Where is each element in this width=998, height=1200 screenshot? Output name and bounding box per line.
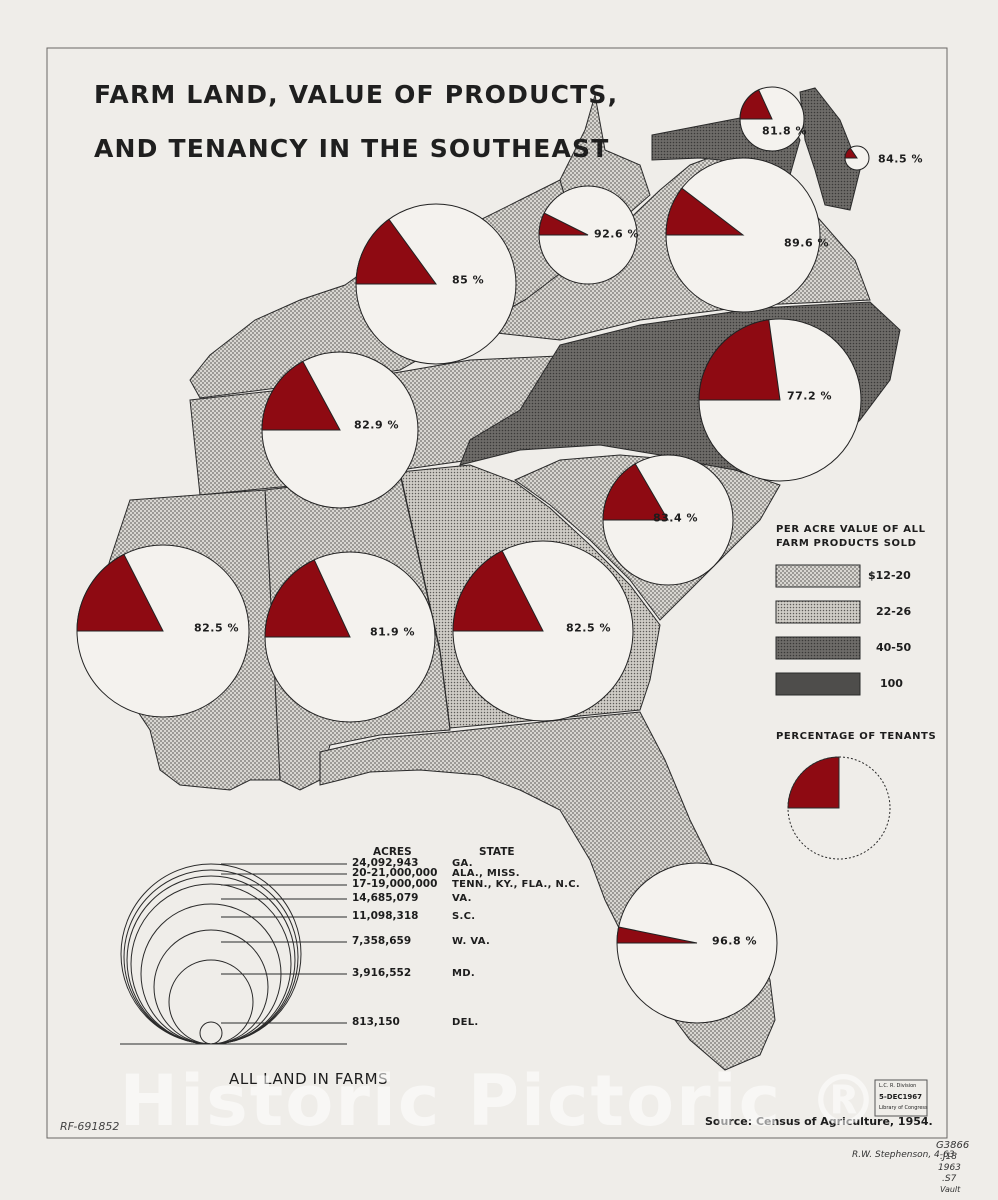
value-legend-label: 40-50 <box>876 641 912 654</box>
state-value: MD. <box>452 968 475 979</box>
acres-value: 7,358,659 <box>352 935 412 947</box>
state-value: VA. <box>452 893 472 904</box>
tenant-slice <box>76 553 164 632</box>
acres-value: 11,098,318 <box>352 910 419 922</box>
tenant-slice <box>452 550 544 632</box>
stamp-line: L.C. R. Division <box>879 1083 917 1089</box>
swatch-22-26 <box>775 600 861 624</box>
call-number-line: G3866 <box>936 1140 970 1151</box>
value-legend-label: 100 <box>880 677 903 690</box>
handwritten-accession: RF-691852 <box>60 1120 120 1133</box>
tenancy-pie <box>261 351 419 509</box>
tenancy-pie <box>844 145 870 171</box>
tenant-slice <box>844 147 858 159</box>
tenant-slice <box>355 218 437 285</box>
acres-heading: ACRES <box>373 846 412 858</box>
value-legend-heading-1: PER ACRE VALUE OF ALL <box>776 524 926 535</box>
map-title-line1: FARM LAND, VALUE OF PRODUCTS, <box>94 80 619 109</box>
farm-land-caption: ALL LAND IN FARMS <box>229 1070 389 1088</box>
source-note: Source: Census of Agriculture, 1954. <box>705 1115 933 1128</box>
stamp-line: 5-DEC1967 <box>879 1093 922 1101</box>
farm-land-circle <box>153 929 269 1045</box>
tenancy-pie <box>264 551 436 723</box>
swatch-12-20 <box>775 564 861 588</box>
pie-label: 83.4 % <box>653 511 698 525</box>
farm-land-circles <box>120 863 347 1045</box>
acres-value: 20-21,000,000 <box>352 867 438 879</box>
state-value: TENN., KY., FLA., N.C. <box>452 879 580 890</box>
tenancy-pie <box>452 540 634 722</box>
tenancy-pie <box>76 544 250 718</box>
tenancy-pie <box>698 318 862 482</box>
pie-label: 85 % <box>452 273 485 287</box>
acres-value: 24,092,943 <box>352 857 419 869</box>
state-heading: STATE <box>479 846 515 858</box>
tenancy-pie <box>665 157 821 313</box>
farm-land-circle <box>130 883 292 1045</box>
state-value: S.C. <box>452 911 476 922</box>
acres-value: 14,685,079 <box>352 892 419 904</box>
call-number-line: 1963 <box>938 1163 961 1173</box>
acres-value: 17-19,000,000 <box>352 878 438 890</box>
map-frame <box>46 47 948 1139</box>
tenant-legend-pie <box>787 756 891 860</box>
state-value: W. VA. <box>452 936 491 947</box>
tenant-slice <box>739 89 773 120</box>
tenancy-pie <box>538 185 638 285</box>
watermark-text: Historic Pictoric ® <box>119 1060 881 1142</box>
acres-value: 3,916,552 <box>352 967 412 979</box>
tenant-slice <box>698 319 781 401</box>
value-legend-heading-2: FARM PRODUCTS SOLD <box>776 538 917 549</box>
call-number-line: Vault <box>940 1185 961 1194</box>
pie-label: 82.9 % <box>354 418 399 432</box>
pie-label: 81.8 % <box>762 124 807 138</box>
pie-label: 82.5 % <box>194 621 239 635</box>
map-title-line2: AND TENANCY IN THE SOUTHEAST <box>94 134 610 163</box>
state-value: GA. <box>452 858 473 869</box>
pie-label: 77.2 % <box>787 389 832 403</box>
acres-value: 813,150 <box>352 1016 400 1028</box>
state-value: ALA., MISS. <box>452 868 520 879</box>
tenancy-pies <box>76 86 870 1024</box>
swatch-40-50 <box>775 636 861 660</box>
pie-label: 96.8 % <box>712 934 757 948</box>
state-value: DEL. <box>452 1017 479 1028</box>
pie-label: 84.5 % <box>878 152 923 166</box>
tenancy-pie <box>616 862 778 1024</box>
tenant-slice <box>665 187 745 236</box>
tenant-slice <box>538 212 589 236</box>
pie-label: 89.6 % <box>784 236 829 250</box>
tenancy-pie <box>739 86 805 152</box>
handwritten-author: R.W. Stephenson, 4-63 <box>852 1150 955 1160</box>
tenant-slice <box>602 463 669 521</box>
pie-label: 92.6 % <box>594 227 639 241</box>
tenant-slice <box>264 559 351 638</box>
farm-land-circle <box>199 1021 223 1045</box>
stamp-line: Library of Congress <box>879 1105 928 1111</box>
pie-label: 82.5 % <box>566 621 611 635</box>
tenant-slice <box>616 926 698 944</box>
call-number-line: .S7 <box>942 1174 957 1184</box>
tenancy-pie <box>602 454 734 586</box>
library-stamp-box <box>874 1079 928 1117</box>
tenant-legend-heading: PERCENTAGE OF TENANTS <box>776 731 937 742</box>
call-number-line: .J18 <box>940 1152 957 1162</box>
tenant-slice <box>261 360 341 431</box>
tenancy-pie <box>355 203 517 365</box>
pie-label: 81.9 % <box>370 625 415 639</box>
region-delaware <box>799 87 861 211</box>
farm-land-circle <box>168 959 254 1045</box>
value-legend-swatches <box>775 564 861 696</box>
value-legend-label: $12-20 <box>868 569 911 582</box>
value-legend-label: 22-26 <box>876 605 912 618</box>
swatch-100 <box>775 672 861 696</box>
